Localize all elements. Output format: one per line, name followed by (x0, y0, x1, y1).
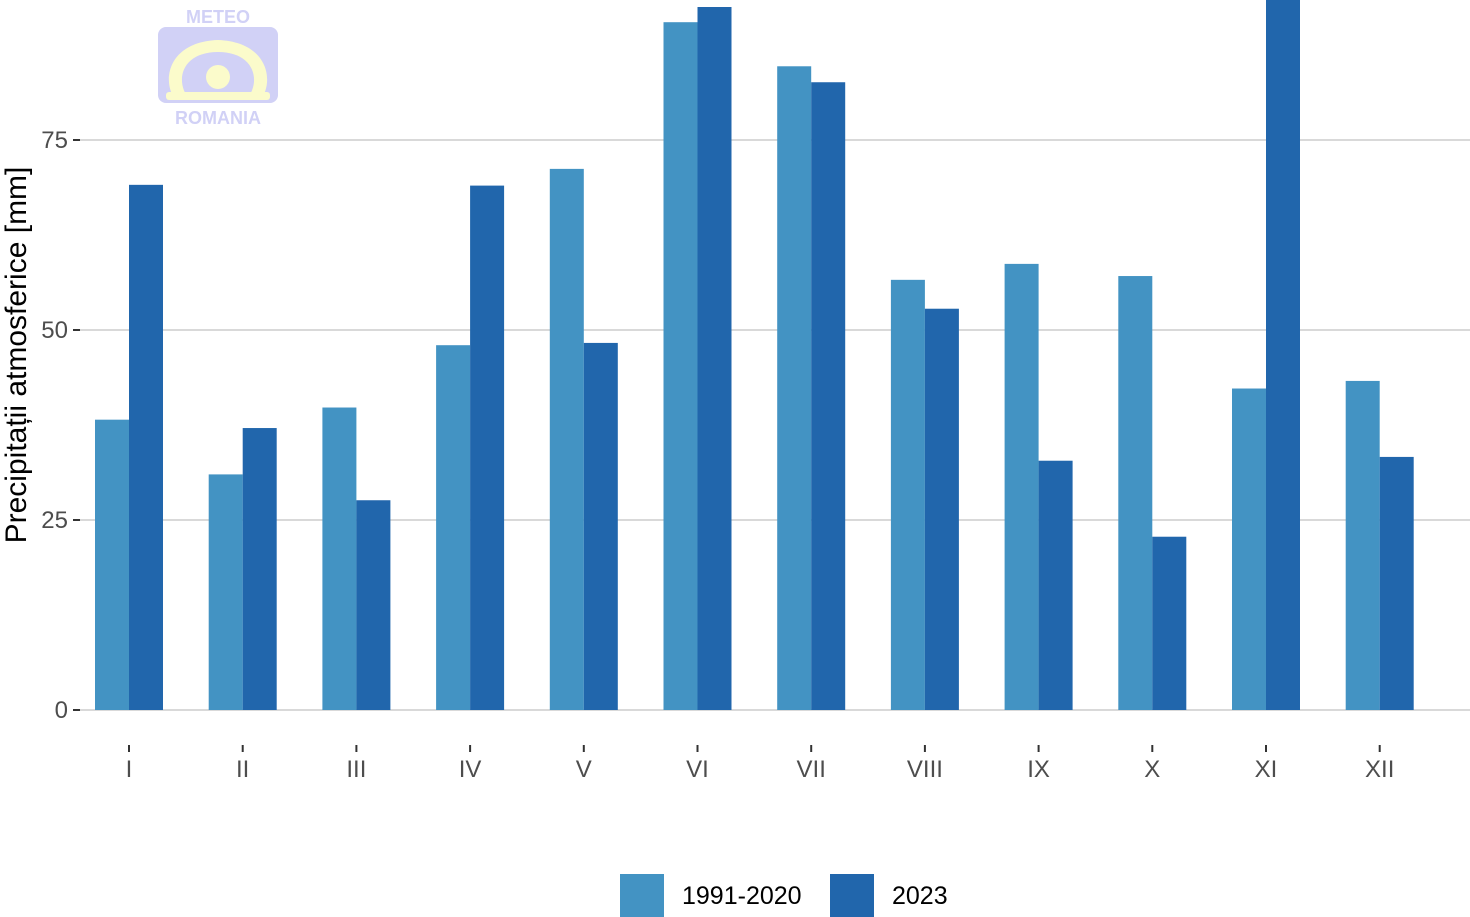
x-tick-label: VIII (907, 756, 943, 783)
bar-2023-II (242, 428, 277, 710)
bar-2023-XI (1266, 0, 1300, 710)
bars (95, 0, 1414, 711)
legend-label: 1991-2020 (682, 882, 802, 910)
bar-2023-V (583, 342, 618, 710)
y-axis: 0 25 50 75 (41, 127, 80, 724)
bar-1991-2020-IV (436, 345, 471, 710)
bar-1991-2020-V (549, 168, 584, 710)
bar-2023-IV (470, 185, 505, 711)
logo-base (166, 92, 270, 100)
logo-arc (168, 40, 268, 100)
bar-2023-VI (697, 7, 732, 710)
x-tick-label: I (126, 756, 133, 783)
bar-1991-2020-VIII (890, 279, 925, 710)
x-tick-label: IX (1027, 756, 1050, 783)
bar-1991-2020-I (95, 419, 129, 710)
bar-2023-IX (1038, 460, 1073, 710)
x-tick-label: VII (797, 756, 826, 783)
x-axis: I II III IV V VI VII VIII IX X XI XII (126, 745, 1394, 783)
x-tick-label: II (236, 756, 249, 783)
bar-2023-VII (811, 82, 846, 711)
x-tick-label: III (346, 756, 366, 783)
x-tick-label: V (576, 756, 592, 783)
y-tick-label: 0 (55, 697, 68, 724)
bar-1991-2020-IX (1004, 263, 1039, 710)
bar-1991-2020-II (208, 474, 243, 710)
bar-2023-I (129, 184, 163, 711)
x-tick-label: XII (1365, 756, 1394, 783)
bar-2023-X (1152, 536, 1187, 710)
logo-sun (206, 65, 230, 89)
y-tick-label: 75 (41, 127, 68, 154)
bar-2023-XII (1379, 456, 1414, 710)
legend-swatch (620, 874, 664, 917)
x-tick-label: IV (459, 756, 482, 783)
bar-2023-III (356, 500, 391, 710)
logo-bottom-text: ROMANIA (175, 108, 261, 128)
bar-1991-2020-VII (777, 66, 812, 710)
y-tick-label: 50 (41, 317, 68, 344)
bar-2023-VIII (924, 308, 959, 710)
legend-label: 2023 (892, 882, 948, 910)
bar-1991-2020-VI (663, 22, 698, 710)
bar-1991-2020-X (1118, 276, 1153, 710)
legend: 1991-2020 2023 (620, 874, 948, 917)
x-tick-label: VI (686, 756, 709, 783)
y-tick-label: 25 (41, 507, 68, 534)
bar-1991-2020-XII (1345, 380, 1380, 710)
x-tick-label: X (1144, 756, 1160, 783)
y-axis-title: Precipitații atmosferice [mm] (0, 167, 33, 544)
legend-swatch (830, 874, 874, 917)
bar-1991-2020-III (322, 407, 357, 710)
bar-1991-2020-XI (1232, 388, 1266, 710)
x-tick-label: XI (1255, 756, 1278, 783)
meteo-romania-logo: METEO ROMANIA (158, 7, 278, 128)
logo-top-text: METEO (186, 7, 250, 27)
